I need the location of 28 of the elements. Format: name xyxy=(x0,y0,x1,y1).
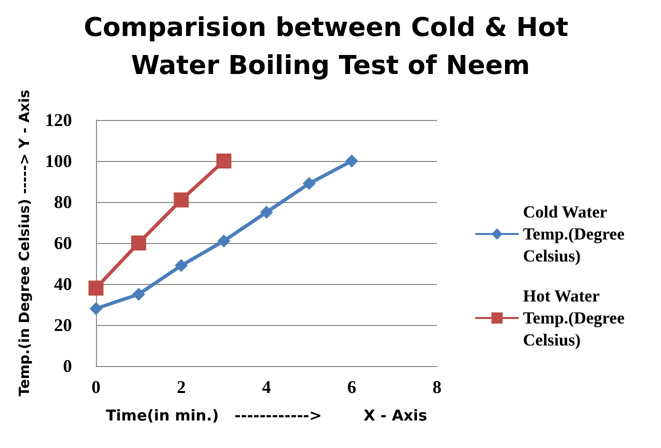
y-tick-label: 40 xyxy=(54,274,72,294)
chart-title: Comparision between Cold & Hot Water Boiling Test of Neem xyxy=(84,13,578,81)
y-tick-label: 80 xyxy=(54,192,72,212)
point xyxy=(217,234,230,248)
y-tick-label: 60 xyxy=(54,233,72,253)
point xyxy=(131,236,146,250)
legend-label: Hot Water Temp.(Degree Celsius) xyxy=(523,286,629,350)
x-tick-label: 4 xyxy=(262,377,271,397)
x-tick-label: 2 xyxy=(176,377,186,397)
x-tick-label: 8 xyxy=(432,377,442,397)
point xyxy=(174,259,188,272)
point xyxy=(132,288,146,301)
y-tick-label: 120 xyxy=(45,110,72,130)
y-tick-label: 20 xyxy=(54,315,72,335)
point xyxy=(260,206,273,219)
y-tick-label: 100 xyxy=(45,151,72,171)
point xyxy=(174,192,189,208)
x-tick-label: 0 xyxy=(92,377,100,397)
y-tick-label: 0 xyxy=(63,356,72,376)
point xyxy=(90,302,102,316)
point xyxy=(302,177,316,190)
point xyxy=(345,154,358,168)
legend-label: Cold Water Temp.(Degree Celsius) xyxy=(523,202,629,266)
point xyxy=(216,154,232,168)
x-axis-title: Time(in min.) ------------> X - Axis xyxy=(106,406,428,424)
x-tick-label: 6 xyxy=(347,377,356,397)
y-axis-title: Temp.(in Degree Celsius) -----> Y - Axis xyxy=(17,90,33,396)
point xyxy=(88,280,104,296)
